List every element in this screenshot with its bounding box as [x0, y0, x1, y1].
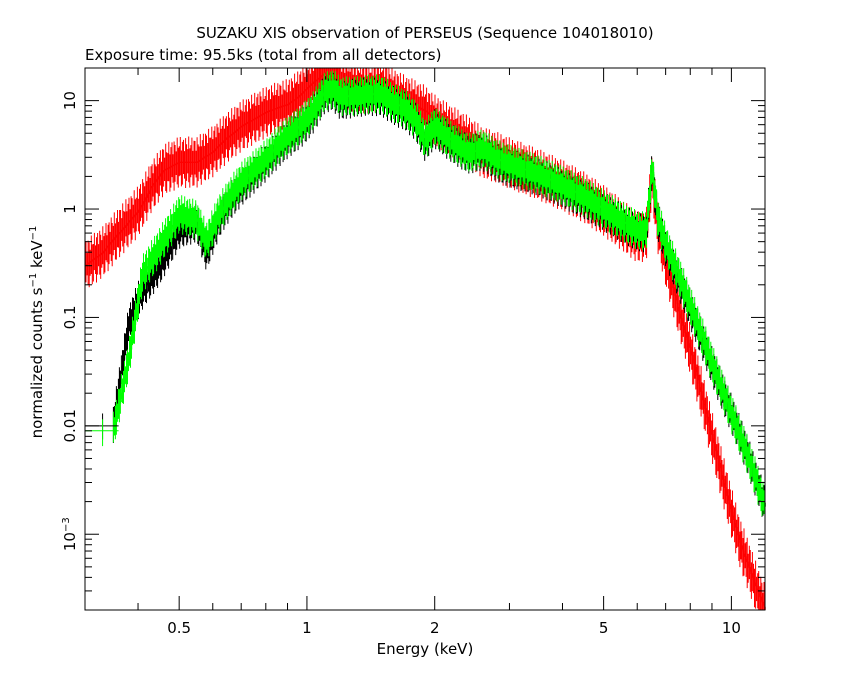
y-tick-label: 0.01 — [61, 409, 79, 442]
chart-title: SUZAKU XIS observation of PERSEUS (Seque… — [196, 24, 653, 42]
y-axis-label-sup2: −1 — [28, 226, 39, 241]
x-axis-label: Energy (keV) — [377, 640, 474, 658]
plot-data — [84, 68, 766, 610]
x-tick-label: 1 — [302, 619, 312, 637]
chart-subtitle: Exposure time: 95.5ks (total from all de… — [85, 46, 441, 64]
y-axis-label-sup1: −1 — [28, 273, 39, 288]
x-tick-label: 5 — [599, 619, 609, 637]
y-axis-label: normalized counts s−1 keV−1 — [28, 226, 46, 439]
y-tick-label: 10 — [61, 91, 79, 110]
series-2 — [112, 70, 766, 526]
y-tick-label-sup: −3 — [61, 517, 72, 532]
y-axis-label-mid: keV — [28, 240, 46, 273]
x-tick-label: 10 — [722, 619, 741, 637]
x-tick-label: 2 — [430, 619, 440, 637]
plot-frame — [84, 67, 766, 611]
y-tick-label: 10−3 — [61, 517, 79, 551]
y-tick-label: 1 — [61, 204, 79, 214]
x-tick-label: 0.5 — [167, 619, 191, 637]
y-axis-label-main: normalized counts s — [28, 287, 46, 438]
y-tick-label: 0.1 — [61, 306, 79, 330]
plot-axes: 0.5 1 2 5 10 10 1 0.1 0.01 10−3 — [61, 67, 766, 637]
